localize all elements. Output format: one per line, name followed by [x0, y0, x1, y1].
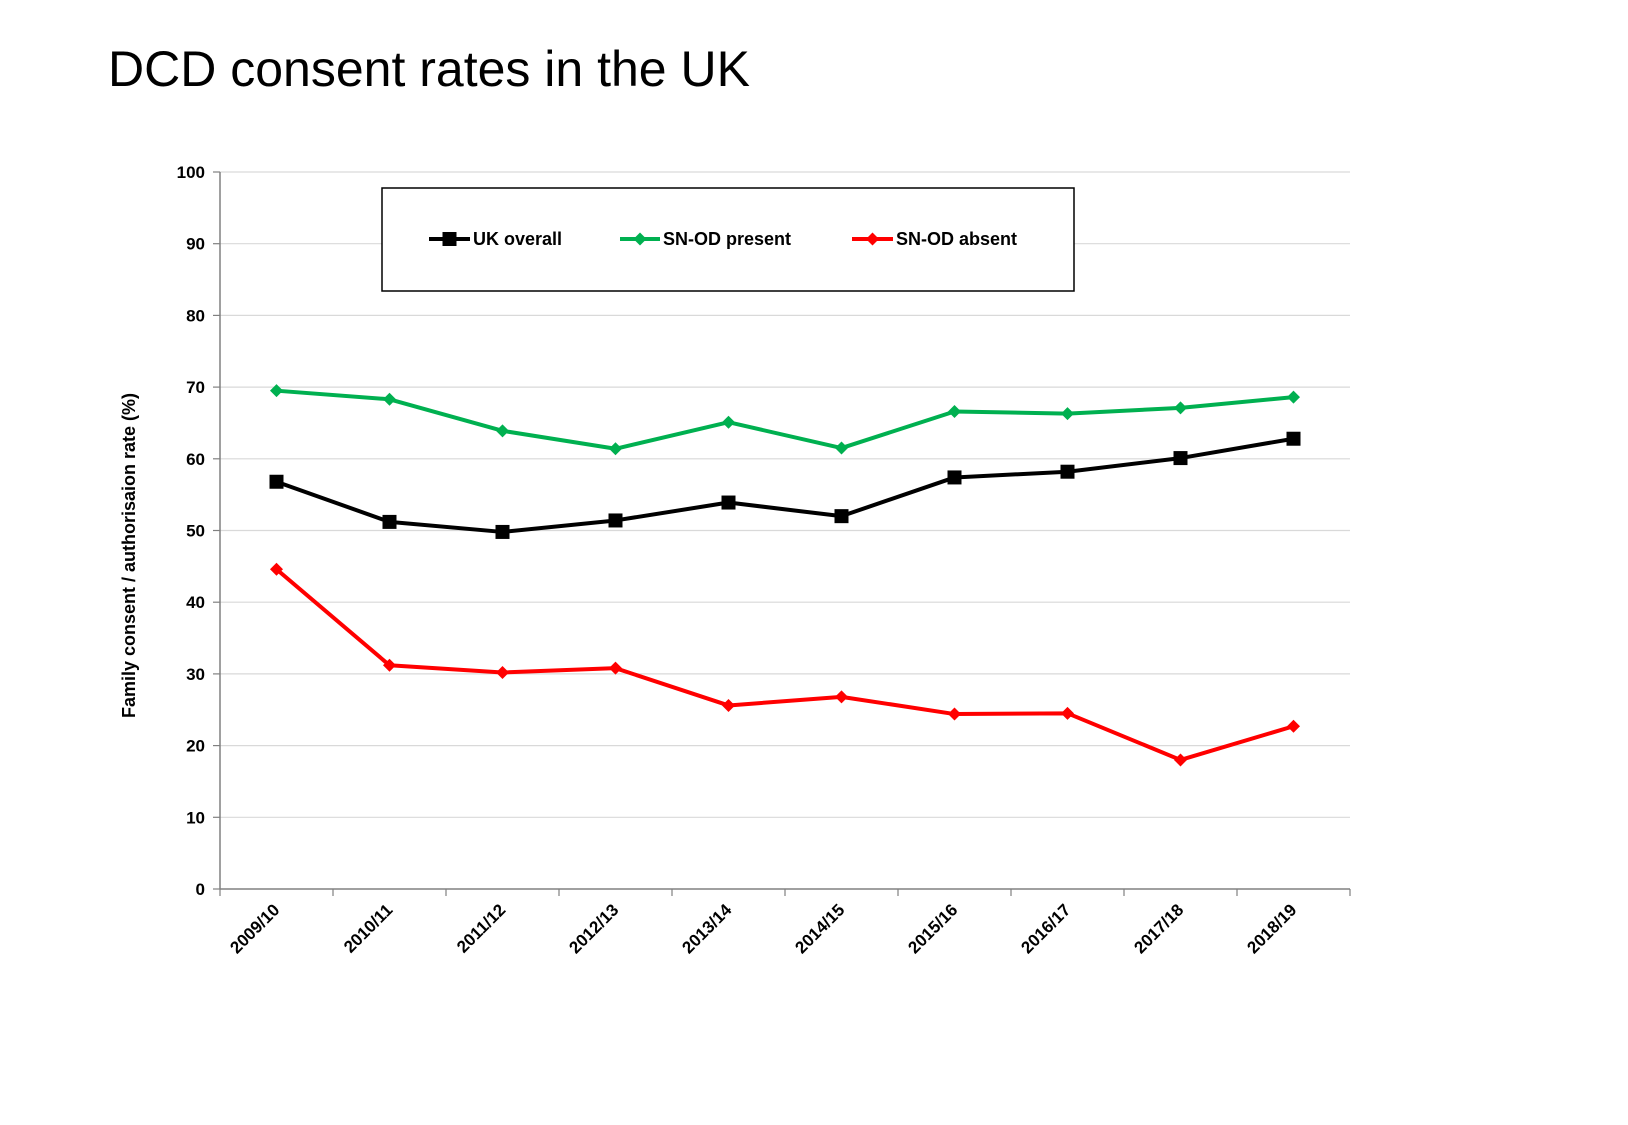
y-tick-labels: 0 10 20 30 40 50 60 70 80 90 100 — [177, 163, 205, 899]
data-point-uk-overall — [269, 474, 284, 489]
data-point-uk-overall — [721, 495, 736, 510]
series-line-sn-od-absent — [275, 567, 1295, 762]
x-tick-label: 2012/13 — [565, 900, 622, 957]
y-tick-label: 40 — [186, 593, 205, 612]
data-point-sn-od-present — [1174, 401, 1187, 415]
y-tick-label: 100 — [177, 163, 205, 182]
x-tick-label: 2014/15 — [791, 900, 848, 957]
axes — [213, 171, 1351, 896]
data-point-uk-overall — [1286, 431, 1301, 446]
y-axis-label: Family consent / authorisaion rate (%) — [119, 393, 139, 718]
series-uk-overall — [269, 431, 1301, 539]
x-tick-label: 2017/18 — [1130, 900, 1187, 957]
series-line-sn-od-present — [276, 388, 1294, 451]
legend-entry: SN-OD absent — [852, 229, 1017, 249]
data-point-sn-od-absent — [1287, 719, 1300, 733]
data-point-sn-od-absent — [1174, 753, 1187, 767]
data-point-sn-od-present — [948, 404, 961, 418]
data-point-sn-od-present — [496, 424, 509, 438]
legend-label: UK overall — [473, 229, 562, 249]
x-tick-label: 2018/19 — [1243, 900, 1300, 957]
data-point-sn-od-absent — [948, 707, 961, 721]
data-point-sn-od-present — [270, 384, 283, 398]
x-tick-label: 2011/12 — [453, 900, 509, 956]
data-point-sn-od-absent — [609, 661, 622, 675]
y-tick-label: 60 — [186, 450, 205, 469]
data-point-sn-od-absent — [270, 562, 283, 576]
data-point-sn-od-present — [1287, 390, 1300, 404]
slide-title: DCD consent rates in the UK — [108, 41, 750, 97]
data-point-uk-overall — [382, 514, 397, 529]
x-tick-label: 2016/17 — [1017, 900, 1074, 957]
data-point-uk-overall — [495, 524, 510, 539]
legend-swatch-marker — [866, 232, 879, 246]
data-point-sn-od-present — [722, 415, 735, 429]
data-point-sn-od-present — [609, 442, 622, 456]
y-tick-label: 0 — [196, 880, 205, 899]
x-tick-label: 2009/10 — [226, 900, 283, 957]
data-point-uk-overall — [1173, 451, 1188, 466]
data-point-sn-od-absent — [722, 698, 735, 712]
legend-entry: SN-OD present — [620, 229, 791, 249]
data-point-sn-od-present — [383, 392, 396, 406]
legend-label: SN-OD present — [663, 229, 791, 249]
x-tick-label: 2015/16 — [904, 900, 961, 957]
data-point-sn-od-present — [1061, 407, 1074, 421]
data-point-sn-od-absent — [835, 690, 848, 704]
legend: UK overall SN-OD present SN-OD absent — [381, 187, 1075, 292]
y-tick-label: 20 — [186, 737, 205, 756]
legend-entry: UK overall — [429, 229, 562, 249]
legend-label: SN-OD absent — [896, 229, 1017, 249]
y-tick-label: 80 — [186, 306, 205, 325]
y-tick-label: 90 — [186, 235, 205, 254]
data-point-sn-od-absent — [496, 665, 509, 679]
legend-swatch-marker — [633, 232, 647, 246]
series-line-uk-overall — [275, 436, 1294, 534]
data-point-uk-overall — [1060, 464, 1075, 479]
y-tick-label: 70 — [186, 378, 205, 397]
y-tick-label: 50 — [186, 522, 205, 541]
data-point-sn-od-present — [835, 441, 848, 455]
data-point-sn-od-absent — [383, 658, 396, 672]
y-tick-label: 30 — [186, 665, 205, 684]
series-sn-od-absent — [270, 562, 1300, 767]
legend-swatch-marker — [442, 232, 457, 246]
x-tick-labels: 2009/10 2010/11 2011/12 2012/13 2013/14 2014/… — [226, 900, 1300, 957]
data-point-uk-overall — [947, 470, 962, 485]
x-tick-label: 2013/14 — [678, 900, 735, 957]
data-point-uk-overall — [608, 513, 623, 528]
series-lines — [269, 384, 1301, 767]
y-tick-label: 10 — [186, 808, 205, 827]
series-sn-od-present — [270, 384, 1300, 456]
data-point-uk-overall — [834, 509, 849, 524]
x-tick-label: 2010/11 — [340, 900, 396, 956]
legend-box — [381, 187, 1075, 292]
data-point-sn-od-absent — [1061, 706, 1074, 720]
